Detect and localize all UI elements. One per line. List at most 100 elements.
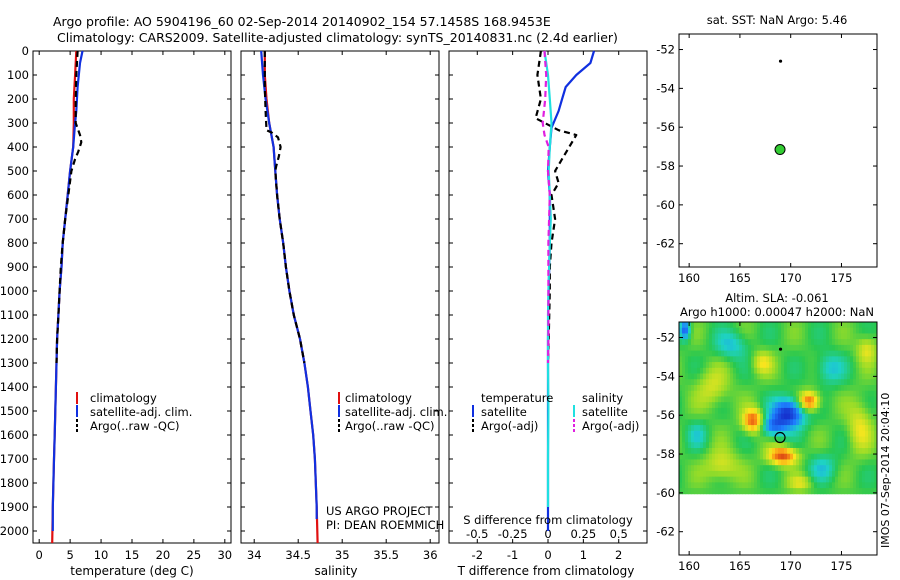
sla-heatmap-cell — [751, 430, 755, 437]
sla-heatmap-cell — [781, 322, 785, 329]
sla-heatmap-cell — [817, 385, 821, 392]
sla-heatmap-cell — [709, 402, 713, 409]
sla-heatmap-cell — [715, 322, 719, 329]
sla-heatmap-cell — [793, 488, 797, 495]
sla-heatmap-cell — [841, 362, 845, 369]
sla-heatmap-cell — [727, 448, 731, 455]
sla-heatmap-cell — [715, 459, 719, 466]
sla-heatmap-cell — [805, 476, 809, 483]
sla-heatmap-cell — [874, 385, 877, 392]
sla-heatmap-cell — [868, 373, 872, 380]
sla-heatmap-cell — [691, 470, 695, 478]
sla-heatmap-cell — [871, 407, 875, 415]
sla-heatmap-cell — [724, 390, 728, 397]
sla-heatmap-cell — [841, 402, 845, 409]
sla-heatmap-cell — [859, 488, 863, 495]
sla-heatmap-cell — [727, 379, 731, 386]
sla-heatmap-cell — [754, 350, 758, 357]
sla-heatmap-cell — [748, 385, 752, 392]
sla-heatmap-cell — [730, 339, 734, 346]
sla-heatmap-cell — [730, 356, 734, 363]
sla-heatmap-cell — [859, 327, 863, 334]
sla-heatmap-cell — [697, 396, 701, 403]
sla-heatmap-cell — [874, 470, 877, 478]
sla-heatmap-cell — [691, 344, 695, 352]
sla-heatmap-cell — [679, 459, 683, 466]
sla-heatmap-cell — [688, 425, 692, 432]
sla-heatmap-cell — [814, 419, 818, 426]
sla-heatmap-cell — [748, 425, 752, 432]
sla-heatmap-cell — [823, 339, 827, 346]
sla-heatmap-cell — [706, 436, 710, 443]
sla-heatmap-cell — [718, 322, 722, 329]
sla-heatmap-cell — [736, 442, 740, 449]
sla-heatmap-cell — [754, 344, 758, 352]
sla-heatmap-cell — [703, 396, 707, 403]
sla-heatmap-cell — [787, 442, 791, 449]
sla-heatmap-cell — [754, 402, 758, 409]
sla-heatmap-cell — [739, 488, 743, 495]
sla-heatmap-cell — [868, 362, 872, 369]
sla-heatmap-cell — [718, 407, 722, 415]
sla-heatmap-cell — [715, 356, 719, 363]
sla-heatmap-cell — [793, 333, 797, 340]
sla-heatmap-cell — [778, 465, 782, 472]
sla-heatmap-cell — [871, 459, 875, 466]
sla-heatmap-cell — [838, 453, 842, 460]
sla-heatmap-cell — [694, 327, 698, 334]
sla-heatmap-cell — [871, 465, 875, 472]
sla-heatmap-cell — [688, 407, 692, 415]
sla-heatmap-cell — [808, 448, 812, 455]
sla-heatmap-cell — [709, 327, 713, 334]
sla-heatmap-cell — [835, 322, 839, 329]
sla-heatmap-cell — [772, 350, 776, 357]
sla-heatmap-cell — [811, 396, 815, 403]
sla-heatmap-cell — [805, 402, 809, 409]
sla-heatmap-cell — [763, 442, 767, 449]
sla-heatmap-cell — [862, 327, 866, 334]
sla-heatmap-cell — [859, 470, 863, 478]
sla-heatmap-cell — [724, 362, 728, 369]
sla-heatmap-cell — [862, 390, 866, 397]
sla-heatmap-cell — [700, 344, 704, 352]
sla-heatmap-cell — [736, 448, 740, 455]
sla-heatmap-cell — [838, 367, 842, 374]
sla-heatmap-cell — [769, 402, 773, 409]
sla-heatmap-cell — [820, 488, 824, 495]
sla-heatmap-cell — [745, 379, 749, 386]
sla-heatmap-cell — [685, 356, 689, 363]
sla-heatmap-cell — [718, 390, 722, 397]
x-tick-label: 30 — [217, 548, 232, 562]
sla-heatmap-cell — [814, 430, 818, 437]
sla-heatmap-cell — [865, 419, 869, 426]
x-tick-label: -1 — [507, 548, 518, 562]
sla-heatmap-cell — [814, 373, 818, 380]
sla-heatmap-cell — [748, 396, 752, 403]
sla-heatmap-cell — [760, 322, 764, 329]
sla-heatmap-cell — [763, 425, 767, 432]
sla-heatmap-cell — [757, 344, 761, 352]
sla-heatmap-cell — [844, 419, 848, 426]
sla-heatmap-cell — [820, 407, 824, 415]
sla-heatmap-cell — [805, 488, 809, 495]
sla-heatmap-cell — [760, 339, 764, 346]
sla-heatmap-cell — [796, 367, 800, 374]
sla-heatmap-cell — [742, 344, 746, 352]
sla-heatmap-cell — [868, 470, 872, 478]
legend-climatology-swatch — [76, 392, 78, 404]
sla-heatmap-cell — [745, 333, 749, 340]
sla-heatmap-cell — [691, 459, 695, 466]
sla-heatmap-cell — [682, 350, 686, 357]
sla-heatmap-cell — [688, 476, 692, 483]
sla-heatmap-cell — [751, 339, 755, 346]
sla-heatmap-cell — [736, 350, 740, 357]
series-line-salinity-satellite — [543, 50, 553, 507]
sla-heatmap-cell — [856, 396, 860, 403]
sla-heatmap-cell — [763, 333, 767, 340]
sla-heatmap-cell — [787, 413, 791, 420]
sla-heatmap-cell — [733, 436, 737, 443]
sla-heatmap-cell — [859, 367, 863, 374]
sla-heatmap-cell — [865, 327, 869, 334]
sla-heatmap-cell — [679, 322, 683, 329]
sla-heatmap-cell — [781, 436, 785, 443]
